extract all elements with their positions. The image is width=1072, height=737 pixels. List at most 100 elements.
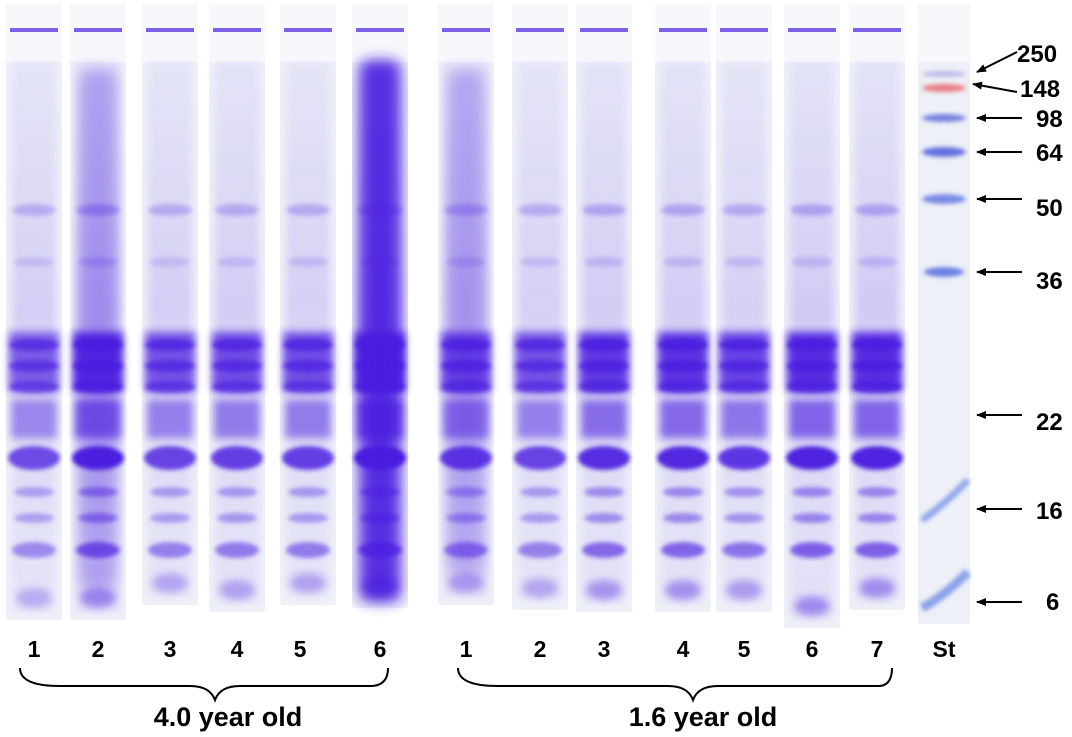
well-top <box>655 4 711 62</box>
lane-label: 7 <box>871 636 884 662</box>
lane-label: 5 <box>294 636 307 662</box>
protein-band <box>522 578 558 598</box>
well-top <box>716 4 772 62</box>
protein-band <box>9 381 59 393</box>
protein-band <box>9 339 59 351</box>
lane-label: 6 <box>374 636 387 662</box>
protein-band <box>283 360 333 372</box>
protein-band <box>719 381 769 393</box>
well-top <box>849 4 905 62</box>
brace-group-1 <box>19 667 389 703</box>
well-top <box>209 4 265 62</box>
protein-band <box>790 542 834 558</box>
protein-band <box>286 204 330 216</box>
protein-band <box>448 573 484 593</box>
protein-band <box>217 257 257 267</box>
well-line <box>659 28 707 32</box>
protein-band <box>283 381 333 393</box>
protein-band <box>515 360 565 372</box>
marker-band-36 <box>924 267 964 277</box>
marker-label-50: 50 <box>1036 195 1063 222</box>
well-top <box>438 4 494 62</box>
protein-band <box>792 487 832 497</box>
protein-band <box>219 580 255 600</box>
protein-band <box>586 580 622 600</box>
protein-band <box>211 446 263 470</box>
protein-band <box>657 446 709 470</box>
arrow-148 <box>972 81 1018 93</box>
protein-band <box>145 339 195 351</box>
protein-band <box>786 446 838 470</box>
well-top <box>6 4 62 62</box>
protein-band <box>215 204 259 216</box>
protein-band <box>520 257 560 267</box>
well-line <box>356 28 404 32</box>
heavy-smear <box>360 60 400 602</box>
well-line <box>146 28 194 32</box>
protein-band <box>792 513 832 523</box>
standard-lane-strip <box>918 4 970 624</box>
protein-band <box>719 339 769 351</box>
protein-band <box>584 487 624 497</box>
marker-label-22: 22 <box>1036 409 1063 436</box>
protein-band <box>150 513 190 523</box>
protein-band <box>14 513 54 523</box>
protein-band <box>518 542 562 558</box>
protein-band <box>578 446 630 470</box>
protein-band <box>852 381 902 393</box>
marker-band-64 <box>922 147 966 157</box>
heavy-smear <box>448 70 484 575</box>
lane-smear <box>286 62 330 597</box>
protein-band <box>724 487 764 497</box>
protein-band <box>792 257 832 267</box>
protein-band <box>851 446 903 470</box>
protein-band <box>665 580 701 600</box>
protein-band <box>8 446 60 470</box>
protein-band <box>145 360 195 372</box>
protein-band <box>582 542 626 558</box>
marker-label-36: 36 <box>1036 268 1063 295</box>
lane-label: 2 <box>92 636 105 662</box>
lane-label: 1 <box>460 636 473 662</box>
protein-band <box>288 513 328 523</box>
protein-band <box>520 513 560 523</box>
lane-label: 4 <box>677 636 690 662</box>
group-label-4-0-year-old: 4.0 year old <box>154 702 303 732</box>
protein-band <box>719 360 769 372</box>
well-line <box>74 28 122 32</box>
well-top <box>142 4 198 62</box>
protein-band <box>214 400 260 438</box>
protein-band <box>854 400 900 438</box>
brace-group-2 <box>457 667 893 703</box>
protein-band <box>520 487 560 497</box>
protein-band <box>579 360 629 372</box>
marker-band-50 <box>922 194 966 204</box>
lane-label: 4 <box>231 636 244 662</box>
protein-band <box>857 513 897 523</box>
protein-band <box>852 339 902 351</box>
protein-band <box>14 487 54 497</box>
protein-band <box>282 446 334 470</box>
protein-band <box>286 542 330 558</box>
well-line <box>284 28 332 32</box>
protein-band <box>787 381 837 393</box>
protein-band <box>215 542 259 558</box>
marker-label-6: 6 <box>1046 589 1059 616</box>
protein-band <box>857 487 897 497</box>
lane-label: 6 <box>806 636 819 662</box>
protein-band <box>658 339 708 351</box>
protein-band <box>212 381 262 393</box>
standard-lane <box>918 4 972 624</box>
protein-band <box>514 446 566 470</box>
protein-band <box>288 257 328 267</box>
protein-band <box>518 204 562 216</box>
protein-band <box>517 400 563 438</box>
protein-band <box>217 487 257 497</box>
protein-band <box>663 513 703 523</box>
well-top <box>280 4 336 62</box>
lane-label: 2 <box>534 636 547 662</box>
well-top <box>918 4 970 62</box>
protein-band <box>145 381 195 393</box>
well-line <box>516 28 564 32</box>
